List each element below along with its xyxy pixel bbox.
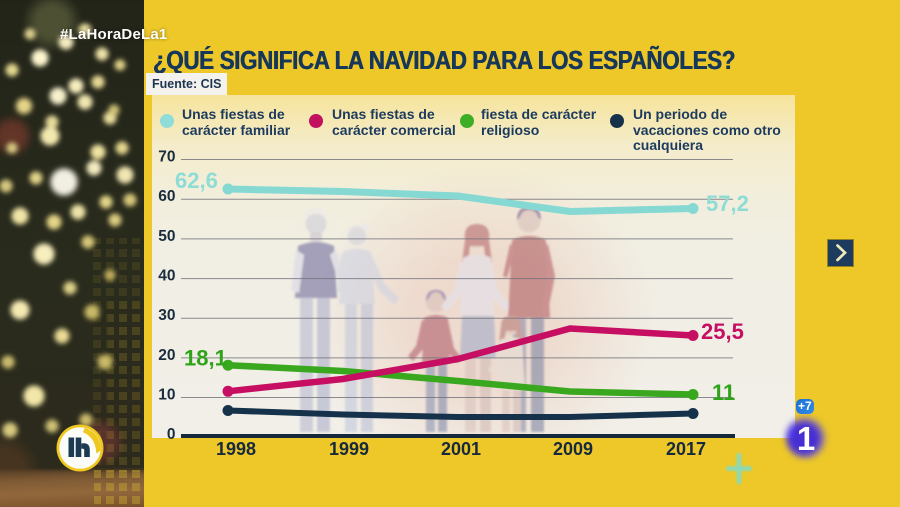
svg-text:25,5: 25,5 — [701, 319, 744, 344]
svg-text:2001: 2001 — [441, 439, 481, 459]
svg-text:2017: 2017 — [666, 439, 706, 459]
svg-text:10: 10 — [158, 387, 175, 404]
svg-text:20: 20 — [158, 347, 175, 364]
svg-text:40: 40 — [158, 268, 175, 285]
svg-text:1999: 1999 — [329, 439, 369, 459]
svg-text:18,1: 18,1 — [184, 346, 227, 371]
svg-text:70: 70 — [158, 149, 175, 166]
svg-text:57,2: 57,2 — [706, 191, 749, 216]
svg-text:0: 0 — [167, 426, 176, 443]
svg-text:60: 60 — [158, 188, 175, 205]
svg-text:30: 30 — [158, 307, 175, 324]
svg-text:50: 50 — [158, 228, 175, 245]
svg-text:11: 11 — [712, 380, 735, 405]
svg-text:62,6: 62,6 — [175, 168, 218, 193]
svg-text:1998: 1998 — [216, 439, 256, 459]
svg-text:2009: 2009 — [553, 439, 593, 459]
